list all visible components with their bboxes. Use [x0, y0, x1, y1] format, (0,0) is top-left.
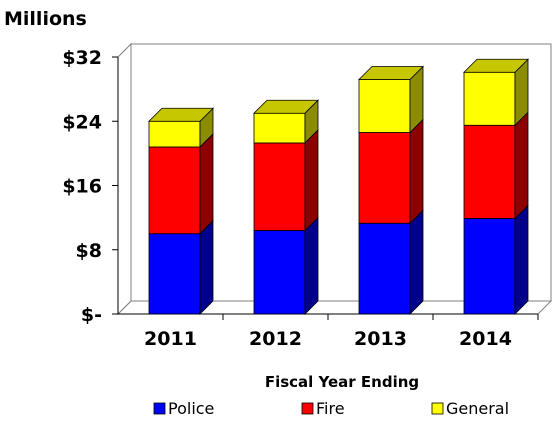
bar-segment	[148, 120, 201, 148]
bar-segment-side	[304, 216, 319, 315]
legend-label: Police	[168, 399, 214, 418]
bar-segment-top	[148, 107, 214, 122]
bar-stack	[253, 99, 319, 315]
bar-segment	[463, 71, 516, 126]
y-tick-label: $24	[62, 111, 102, 133]
bar-segment	[358, 79, 411, 133]
bar-segment	[148, 233, 201, 315]
y-tick-label: $8	[76, 240, 102, 262]
bar-segment-top	[358, 66, 424, 80]
bar-segment-side	[409, 209, 424, 315]
bar-segment-side	[199, 219, 214, 315]
legend-item: Police	[153, 399, 214, 418]
bar-segment-top	[253, 99, 319, 114]
bar-segment	[253, 112, 306, 144]
y-tick-label: $-	[81, 304, 102, 326]
legend-swatch	[153, 402, 166, 415]
x-tick-label: 2012	[249, 328, 302, 350]
bar-stack	[463, 58, 529, 315]
axes-group	[116, 42, 553, 316]
bar-segment-side	[514, 204, 529, 315]
legend-label: Fire	[316, 399, 345, 418]
bar-segment	[253, 230, 306, 315]
legend-label: General	[446, 399, 509, 418]
bar-segment	[463, 218, 516, 315]
legend-swatch	[301, 402, 314, 415]
legend: Police Fire General	[153, 399, 509, 418]
legend-item: Fire	[301, 399, 345, 418]
legend-item: General	[431, 399, 509, 418]
bar-segment-side	[514, 111, 529, 220]
bar-segment	[358, 132, 411, 224]
bars-group	[148, 58, 529, 315]
unit-label: Millions	[4, 8, 87, 30]
bar-segment-side	[409, 118, 424, 225]
bar-segment-top	[463, 58, 529, 73]
bar-segment	[253, 142, 306, 231]
x-axis-label: Fiscal Year Ending	[265, 373, 419, 391]
bar-segment-side	[199, 132, 214, 235]
bar-segment	[358, 222, 411, 315]
y-tick-label: $16	[62, 176, 102, 198]
side-wall	[117, 42, 132, 316]
x-tick-label: 2014	[459, 328, 512, 350]
legend-swatch	[431, 402, 444, 415]
bar-segment	[148, 146, 201, 235]
ticks-group: $- $8 $16 $24 $32 2011 2012 2013 2014	[62, 47, 539, 350]
x-tick-label: 2011	[144, 328, 197, 350]
bar-segment	[463, 124, 516, 219]
bar-segment-side	[304, 128, 319, 232]
bar-stack	[358, 65, 424, 315]
bar-stack	[148, 107, 214, 315]
y-tick-label: $32	[62, 47, 102, 69]
x-tick-label: 2013	[354, 328, 407, 350]
